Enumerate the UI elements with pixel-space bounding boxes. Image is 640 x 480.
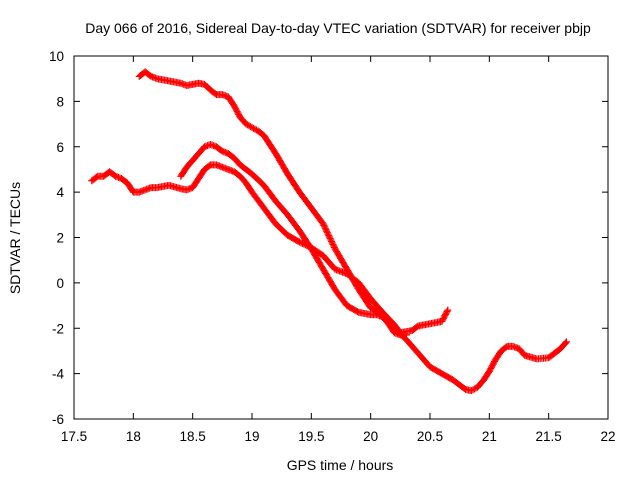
data-point [561,339,569,347]
y-tick-label: 6 [56,140,64,155]
data-point [251,125,259,133]
y-tick-label: 0 [56,276,64,291]
data-point [245,122,253,130]
y-tick-label: 10 [49,49,64,64]
data-point [323,227,331,235]
data-point [324,230,332,238]
data-point [402,331,410,339]
data-point [329,240,337,248]
data-point [328,239,336,247]
data-point [327,236,335,244]
y-tick-label: -6 [52,412,64,427]
y-tick-label: 4 [56,185,64,200]
data-point [321,224,329,232]
y-tick-label: 2 [56,231,64,246]
series-track-3 [177,140,410,339]
y-tick-label: 8 [56,94,64,109]
series-track-2 [88,161,452,337]
x-tick-label: 20.5 [417,429,443,444]
data-point [330,242,338,250]
y-tick-label: -2 [52,321,64,336]
x-axis-label: GPS time / hours [287,457,394,473]
x-tick-label: 21 [482,429,497,444]
x-tick-label: 22 [600,429,615,444]
chart-title: Day 066 of 2016, Sidereal Day-to-day VTE… [85,20,591,36]
x-tick-label: 17.5 [61,429,87,444]
y-tick-label: -4 [52,367,64,382]
data-point [322,226,330,234]
data-point [443,308,451,316]
data-point [323,229,331,237]
data-point [468,387,476,395]
data-point [325,233,333,241]
plot-frame [73,55,609,420]
data-point [562,338,570,346]
data-point [248,123,256,131]
x-tick-label: 21.5 [536,429,562,444]
data-point [325,232,333,240]
y-axis-label: SDTVAR / TECUs [7,182,23,294]
data-point [297,239,305,247]
x-tick-label: 18.5 [180,429,206,444]
data-point [444,306,452,314]
data-point [326,235,334,243]
data-point [320,221,328,229]
data-points [88,68,570,395]
data-point [321,223,329,231]
data-point [319,220,327,228]
data-point [247,123,255,131]
data-point [295,238,303,246]
data-point [328,238,336,246]
data-point [471,385,478,393]
x-tick-label: 19 [244,429,259,444]
data-point [469,386,477,394]
x-axis: 17.5 18 18.5 19 19.5 20 20.5 21 21.5 22 [61,56,616,444]
series-track-1 [135,68,570,395]
x-tick-label: 20 [363,429,378,444]
data-point [242,120,250,128]
y-axis: -6 -4 -2 0 2 4 6 8 10 [49,49,608,427]
data-point [244,121,252,129]
x-tick-label: 18 [126,429,141,444]
x-tick-label: 19.5 [298,429,324,444]
data-point [249,124,257,132]
